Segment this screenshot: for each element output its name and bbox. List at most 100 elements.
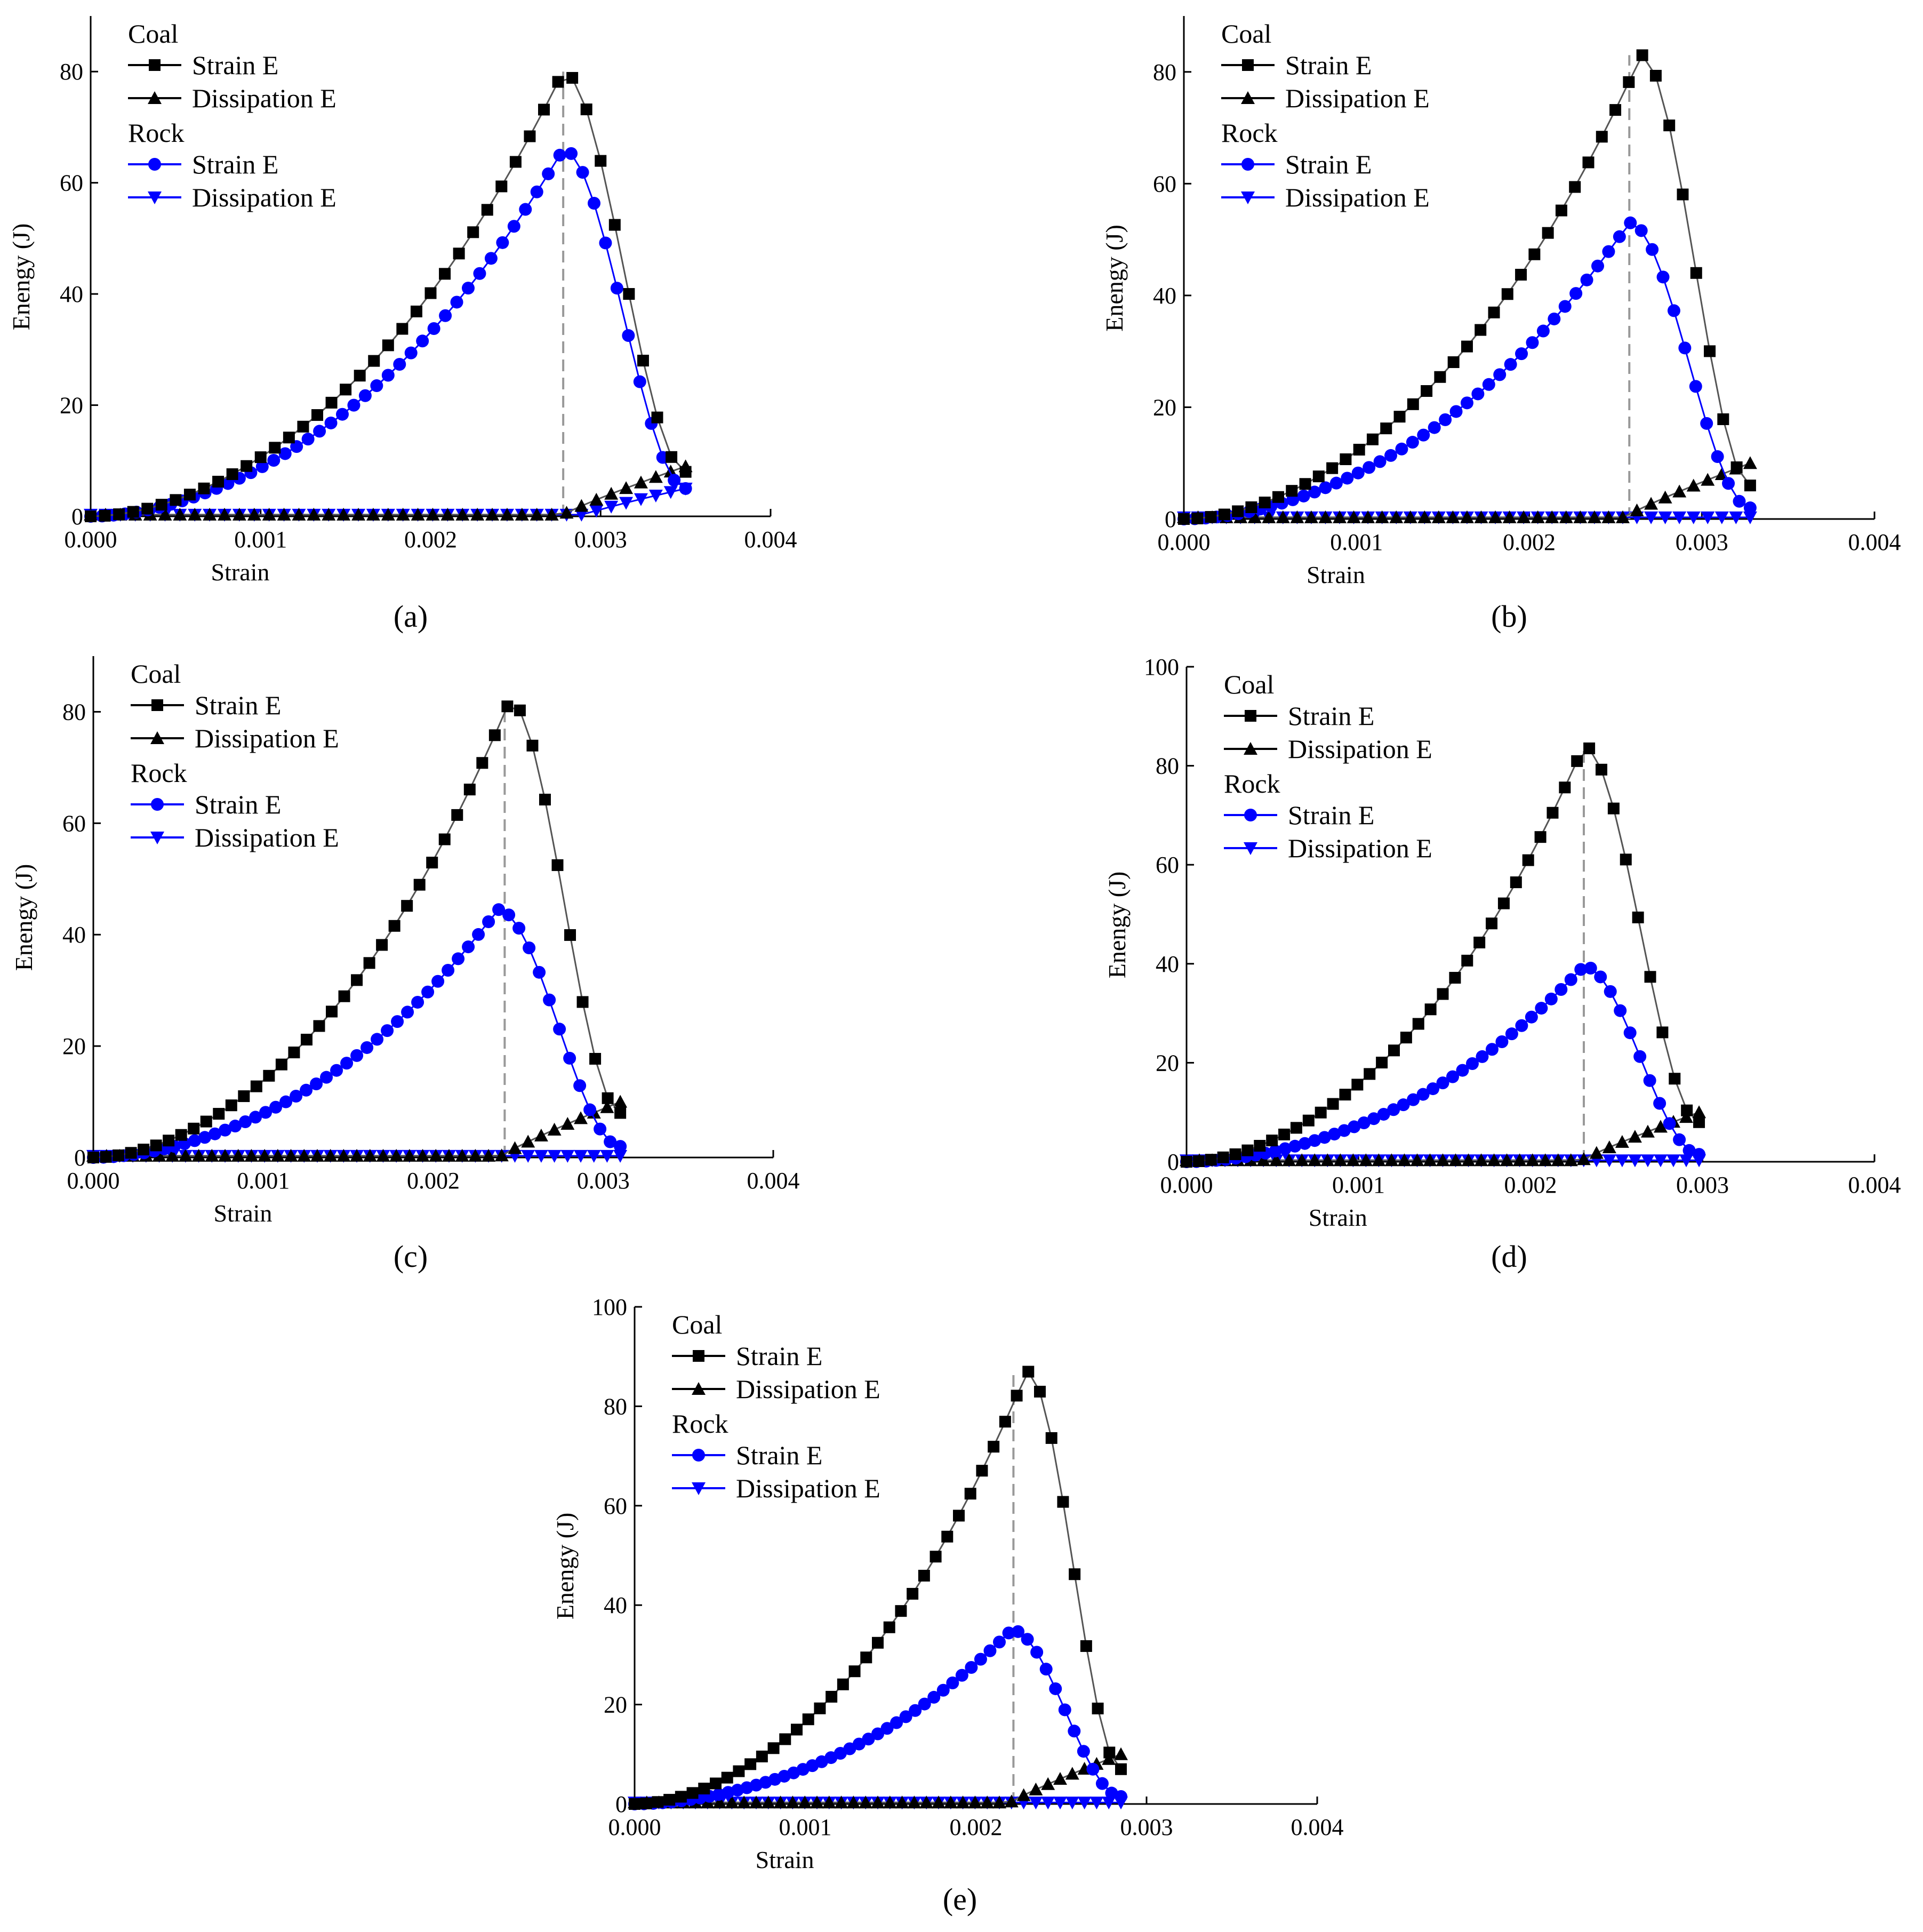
data-point bbox=[370, 379, 383, 393]
data-point bbox=[340, 384, 352, 396]
data-point bbox=[270, 1148, 285, 1162]
data-point bbox=[226, 468, 238, 480]
data-point bbox=[351, 974, 363, 986]
data-point bbox=[1555, 204, 1567, 217]
data-point bbox=[360, 1041, 374, 1054]
y-tick-label: 80 bbox=[62, 699, 86, 725]
legend-entry-label: Strain E bbox=[195, 789, 281, 819]
data-point bbox=[1559, 781, 1571, 794]
data-point bbox=[1471, 387, 1485, 401]
data-point bbox=[219, 1123, 232, 1137]
data-point bbox=[363, 1148, 377, 1162]
y-tick-label: 40 bbox=[60, 281, 83, 307]
data-point bbox=[1602, 245, 1615, 258]
data-point bbox=[1569, 181, 1581, 193]
data-point bbox=[1482, 378, 1495, 391]
data-point bbox=[530, 185, 543, 198]
data-point bbox=[267, 454, 281, 467]
data-point bbox=[200, 1115, 212, 1128]
data-point bbox=[301, 433, 315, 446]
data-point bbox=[183, 489, 196, 501]
data-point bbox=[907, 1587, 919, 1600]
data-point bbox=[1682, 1144, 1696, 1157]
y-tick-label: 80 bbox=[1153, 59, 1176, 85]
data-point bbox=[495, 180, 508, 193]
data-point bbox=[87, 1152, 99, 1163]
data-point bbox=[1614, 1004, 1627, 1017]
data-point bbox=[871, 1727, 884, 1741]
data-point bbox=[1583, 742, 1596, 754]
data-point bbox=[1282, 1153, 1296, 1167]
data-point bbox=[1461, 1153, 1476, 1167]
data-point bbox=[203, 507, 217, 521]
data-point bbox=[551, 859, 564, 871]
data-point bbox=[542, 167, 555, 180]
data-point bbox=[462, 940, 475, 954]
data-point bbox=[1569, 287, 1583, 300]
data-point bbox=[429, 1148, 443, 1162]
data-point bbox=[1029, 1797, 1043, 1810]
data-point bbox=[919, 1795, 934, 1809]
legend-marker bbox=[1244, 742, 1257, 755]
x-tick-label: 0.002 bbox=[950, 1814, 1003, 1840]
data-point bbox=[1312, 470, 1325, 483]
data-point bbox=[1461, 340, 1473, 353]
data-point bbox=[629, 1798, 640, 1810]
data-point bbox=[455, 1148, 469, 1162]
data-point bbox=[368, 355, 380, 367]
data-point bbox=[1327, 1098, 1339, 1110]
series-coal-strain bbox=[1181, 742, 1705, 1168]
x-tick-label: 0.003 bbox=[1120, 1814, 1173, 1840]
data-point bbox=[1262, 510, 1276, 523]
data-point bbox=[415, 1148, 430, 1162]
data-point bbox=[320, 1071, 333, 1084]
x-tick-label: 0.001 bbox=[1332, 1172, 1385, 1198]
data-point bbox=[576, 166, 589, 179]
data-point bbox=[338, 990, 350, 1002]
data-point bbox=[1428, 421, 1441, 434]
data-point bbox=[721, 1771, 733, 1784]
data-point bbox=[566, 71, 579, 84]
data-point bbox=[1295, 1153, 1309, 1167]
data-point bbox=[846, 1795, 861, 1809]
data-point bbox=[1269, 1144, 1282, 1157]
data-point bbox=[890, 1716, 903, 1729]
data-point bbox=[1504, 358, 1517, 371]
data-point bbox=[85, 510, 97, 522]
data-point bbox=[983, 1644, 997, 1657]
legend-entry-label: Strain E bbox=[736, 1341, 822, 1371]
data-point bbox=[652, 1796, 664, 1808]
data-point bbox=[198, 482, 210, 494]
legend-group-title: Rock bbox=[1221, 118, 1278, 148]
data-point bbox=[1722, 477, 1735, 490]
data-point bbox=[1448, 1153, 1463, 1167]
x-tick-label: 0.004 bbox=[1848, 529, 1901, 555]
data-point bbox=[1704, 345, 1716, 357]
data-point bbox=[539, 794, 551, 806]
series-line bbox=[1186, 747, 1700, 1163]
data-point bbox=[292, 507, 306, 521]
data-point bbox=[634, 493, 648, 506]
data-point bbox=[574, 1111, 588, 1124]
data-point bbox=[932, 1795, 946, 1809]
data-point bbox=[1580, 273, 1593, 286]
data-point bbox=[1407, 398, 1419, 410]
data-point bbox=[1505, 1027, 1518, 1041]
data-point bbox=[1701, 511, 1715, 524]
data-point bbox=[918, 1569, 930, 1582]
legend-marker bbox=[150, 832, 164, 844]
y-tick-label: 100 bbox=[592, 1294, 627, 1320]
y-tick-label: 20 bbox=[1153, 394, 1176, 420]
y-axis-title: Enengy (J) bbox=[551, 1513, 579, 1620]
data-point bbox=[485, 507, 500, 521]
data-point bbox=[1181, 1156, 1192, 1168]
data-point bbox=[543, 993, 556, 1007]
data-point bbox=[1573, 510, 1588, 523]
data-point bbox=[1339, 1089, 1351, 1101]
legend-group-title: Coal bbox=[131, 659, 181, 689]
data-point bbox=[188, 1134, 202, 1147]
data-point bbox=[899, 1710, 912, 1723]
chart-panel-a: 0.000 0.001 0.002 0.003 0.004 0 20 40 60 80 Strain… bbox=[7, 16, 797, 634]
